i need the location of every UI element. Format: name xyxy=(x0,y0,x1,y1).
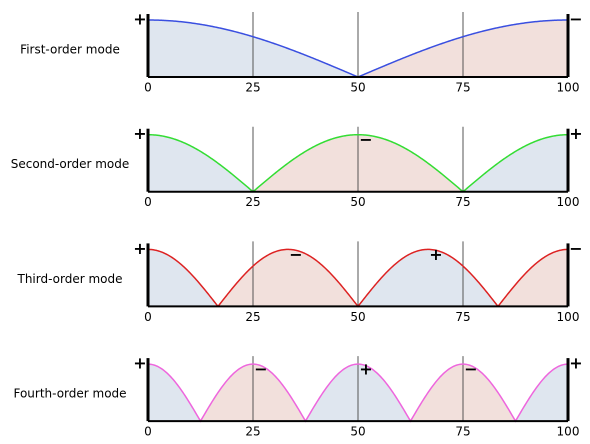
mode-panel: 0 25 50 75 100+ − +Second-order mode xyxy=(11,124,583,209)
mode-label: Third-order mode xyxy=(16,272,122,286)
sign-label: + xyxy=(133,10,146,29)
lobe-fill xyxy=(498,249,568,307)
lobe-fill xyxy=(148,364,201,422)
sign-label: + xyxy=(133,124,146,143)
x-tick-label: 100 xyxy=(557,310,580,324)
x-tick-label: 0 xyxy=(144,425,152,439)
lobe-fill xyxy=(515,364,568,422)
sign-label: + xyxy=(429,245,442,264)
mode-label: First-order mode xyxy=(20,43,120,57)
x-tick-label: 25 xyxy=(245,425,260,439)
mode-panel: 0 25 50 75 100 + − First-order mode xyxy=(20,10,583,95)
mode-panel: 0 25 50 75 100 + − + − Third-order mode xyxy=(16,239,582,324)
x-tick-label: 75 xyxy=(455,425,470,439)
x-tick-label: 0 xyxy=(144,310,152,324)
mode-curve xyxy=(147,133,569,193)
x-tick-label: 100 xyxy=(557,195,580,209)
lobe-fill xyxy=(218,249,358,307)
sign-label: − xyxy=(359,130,372,149)
x-tick-label: 100 xyxy=(557,425,580,439)
lobe-fill xyxy=(358,249,498,307)
x-tick-label: 100 xyxy=(557,81,580,95)
sign-label: + xyxy=(133,239,146,258)
mode-curve xyxy=(147,363,569,423)
lobe-fill xyxy=(148,134,253,192)
sign-label: + xyxy=(569,354,582,373)
lobe-fill xyxy=(148,249,218,307)
sign-label: − xyxy=(569,239,582,258)
x-tick-label: 75 xyxy=(455,81,470,95)
x-tick-label: 75 xyxy=(455,310,470,324)
x-tick-label: 50 xyxy=(350,195,365,209)
x-tick-label: 50 xyxy=(350,81,365,95)
sign-label: + xyxy=(569,124,582,143)
sign-label: + xyxy=(133,354,146,373)
x-tick-label: 25 xyxy=(245,310,260,324)
x-tick-label: 25 xyxy=(245,81,260,95)
x-tick-label: 25 xyxy=(245,195,260,209)
x-tick-label: 50 xyxy=(350,310,365,324)
mode-panel: 0 25 50 75 100 + − + − + Fourth-order mode xyxy=(13,354,582,439)
sign-label: − xyxy=(569,10,582,29)
sign-label: + xyxy=(359,360,372,379)
x-tick-label: 0 xyxy=(144,195,152,209)
x-tick-label: 50 xyxy=(350,425,365,439)
x-tick-label: 0 xyxy=(144,81,152,95)
x-tick-label: 75 xyxy=(455,195,470,209)
mode-label: Second-order mode xyxy=(11,157,130,171)
sign-label: − xyxy=(254,360,267,379)
mode-label: Fourth-order mode xyxy=(13,387,126,401)
lobe-fill xyxy=(463,134,568,192)
sign-label: − xyxy=(464,360,477,379)
sign-label: − xyxy=(289,245,302,264)
